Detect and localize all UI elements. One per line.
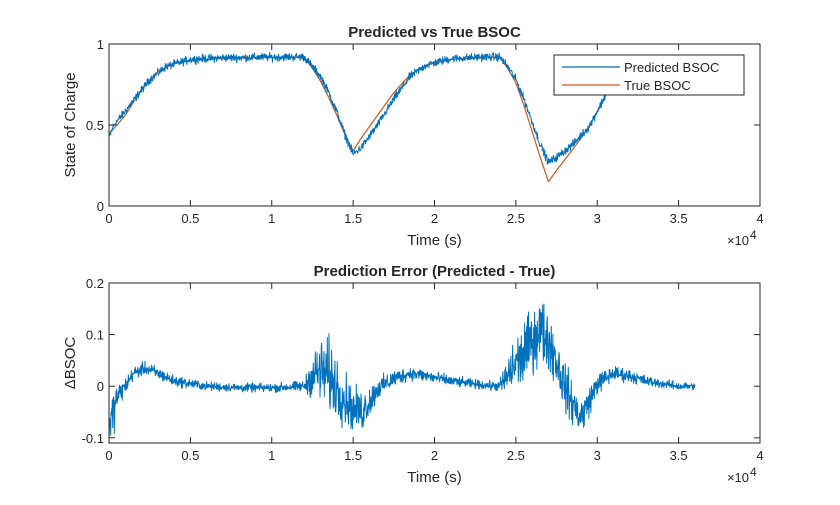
x-multiplier-base: ×10 xyxy=(727,233,749,248)
x-axis-label: Time (s) xyxy=(407,469,461,486)
x-tick-label: 2.5 xyxy=(507,448,525,463)
series-group xyxy=(109,51,606,183)
x-multiplier-exponent: 4 xyxy=(750,465,757,479)
x-tick-label: 0 xyxy=(105,448,112,463)
y-tick-label: 0 xyxy=(97,199,104,214)
y-axis-label: ΔBSOC xyxy=(62,337,79,390)
y-tick-label: 1 xyxy=(97,37,104,52)
y-tick-label: 0.5 xyxy=(86,118,104,133)
chart-top: Predicted vs True BSOC 0 0.5 1 1.5 2 2.5 3 3.5 4 0… xyxy=(62,24,764,249)
chart-bottom: Prediction Error (Predicted - True) 0 0.5 1… xyxy=(62,263,764,486)
x-axis-label: Time (s) xyxy=(407,232,461,249)
series-line-predicted-bsoc xyxy=(109,51,606,165)
x-multiplier-exponent: 4 xyxy=(750,228,757,242)
x-tick-label: 1 xyxy=(268,448,275,463)
x-tick-label: 4 xyxy=(756,211,763,226)
x-multiplier-base: ×10 xyxy=(727,470,749,485)
x-tick-label: 4 xyxy=(756,448,763,463)
x-tick-label: 1.5 xyxy=(344,448,362,463)
chart-title: Predicted vs True BSOC xyxy=(348,24,521,41)
x-tick-label: 1 xyxy=(268,211,275,226)
plot-area xyxy=(109,283,760,443)
chart-title: Prediction Error (Predicted - True) xyxy=(314,263,556,280)
legend-entry-predicted-bsoc-label: Predicted BSOC xyxy=(624,60,719,75)
y-tick-label: 0 xyxy=(97,379,104,394)
y-axis-label: State of Charge xyxy=(62,72,79,177)
x-tick-label: 0.5 xyxy=(181,448,199,463)
legend: Predicted BSOC True BSOC xyxy=(553,54,745,96)
y-tick-label: -0.1 xyxy=(82,431,104,446)
x-tick-label: 3.5 xyxy=(670,211,688,226)
x-tick-label: 0.5 xyxy=(181,211,199,226)
x-tick-label: 2.5 xyxy=(507,211,525,226)
y-tick-label: 0.2 xyxy=(86,276,104,291)
x-tick-label: 2 xyxy=(431,448,438,463)
x-tick-label: 3 xyxy=(594,448,601,463)
y-tick-label: 0.1 xyxy=(86,328,104,343)
series-line-error xyxy=(109,303,696,439)
x-tick-label: 1.5 xyxy=(344,211,362,226)
x-tick-label: 3.5 xyxy=(670,448,688,463)
x-tick-label: 3 xyxy=(594,211,601,226)
series-group xyxy=(109,303,696,439)
x-tick-label: 2 xyxy=(431,211,438,226)
legend-box xyxy=(553,54,745,96)
x-tick-label: 0 xyxy=(105,211,112,226)
legend-entry-true-bsoc-label: True BSOC xyxy=(624,78,691,93)
